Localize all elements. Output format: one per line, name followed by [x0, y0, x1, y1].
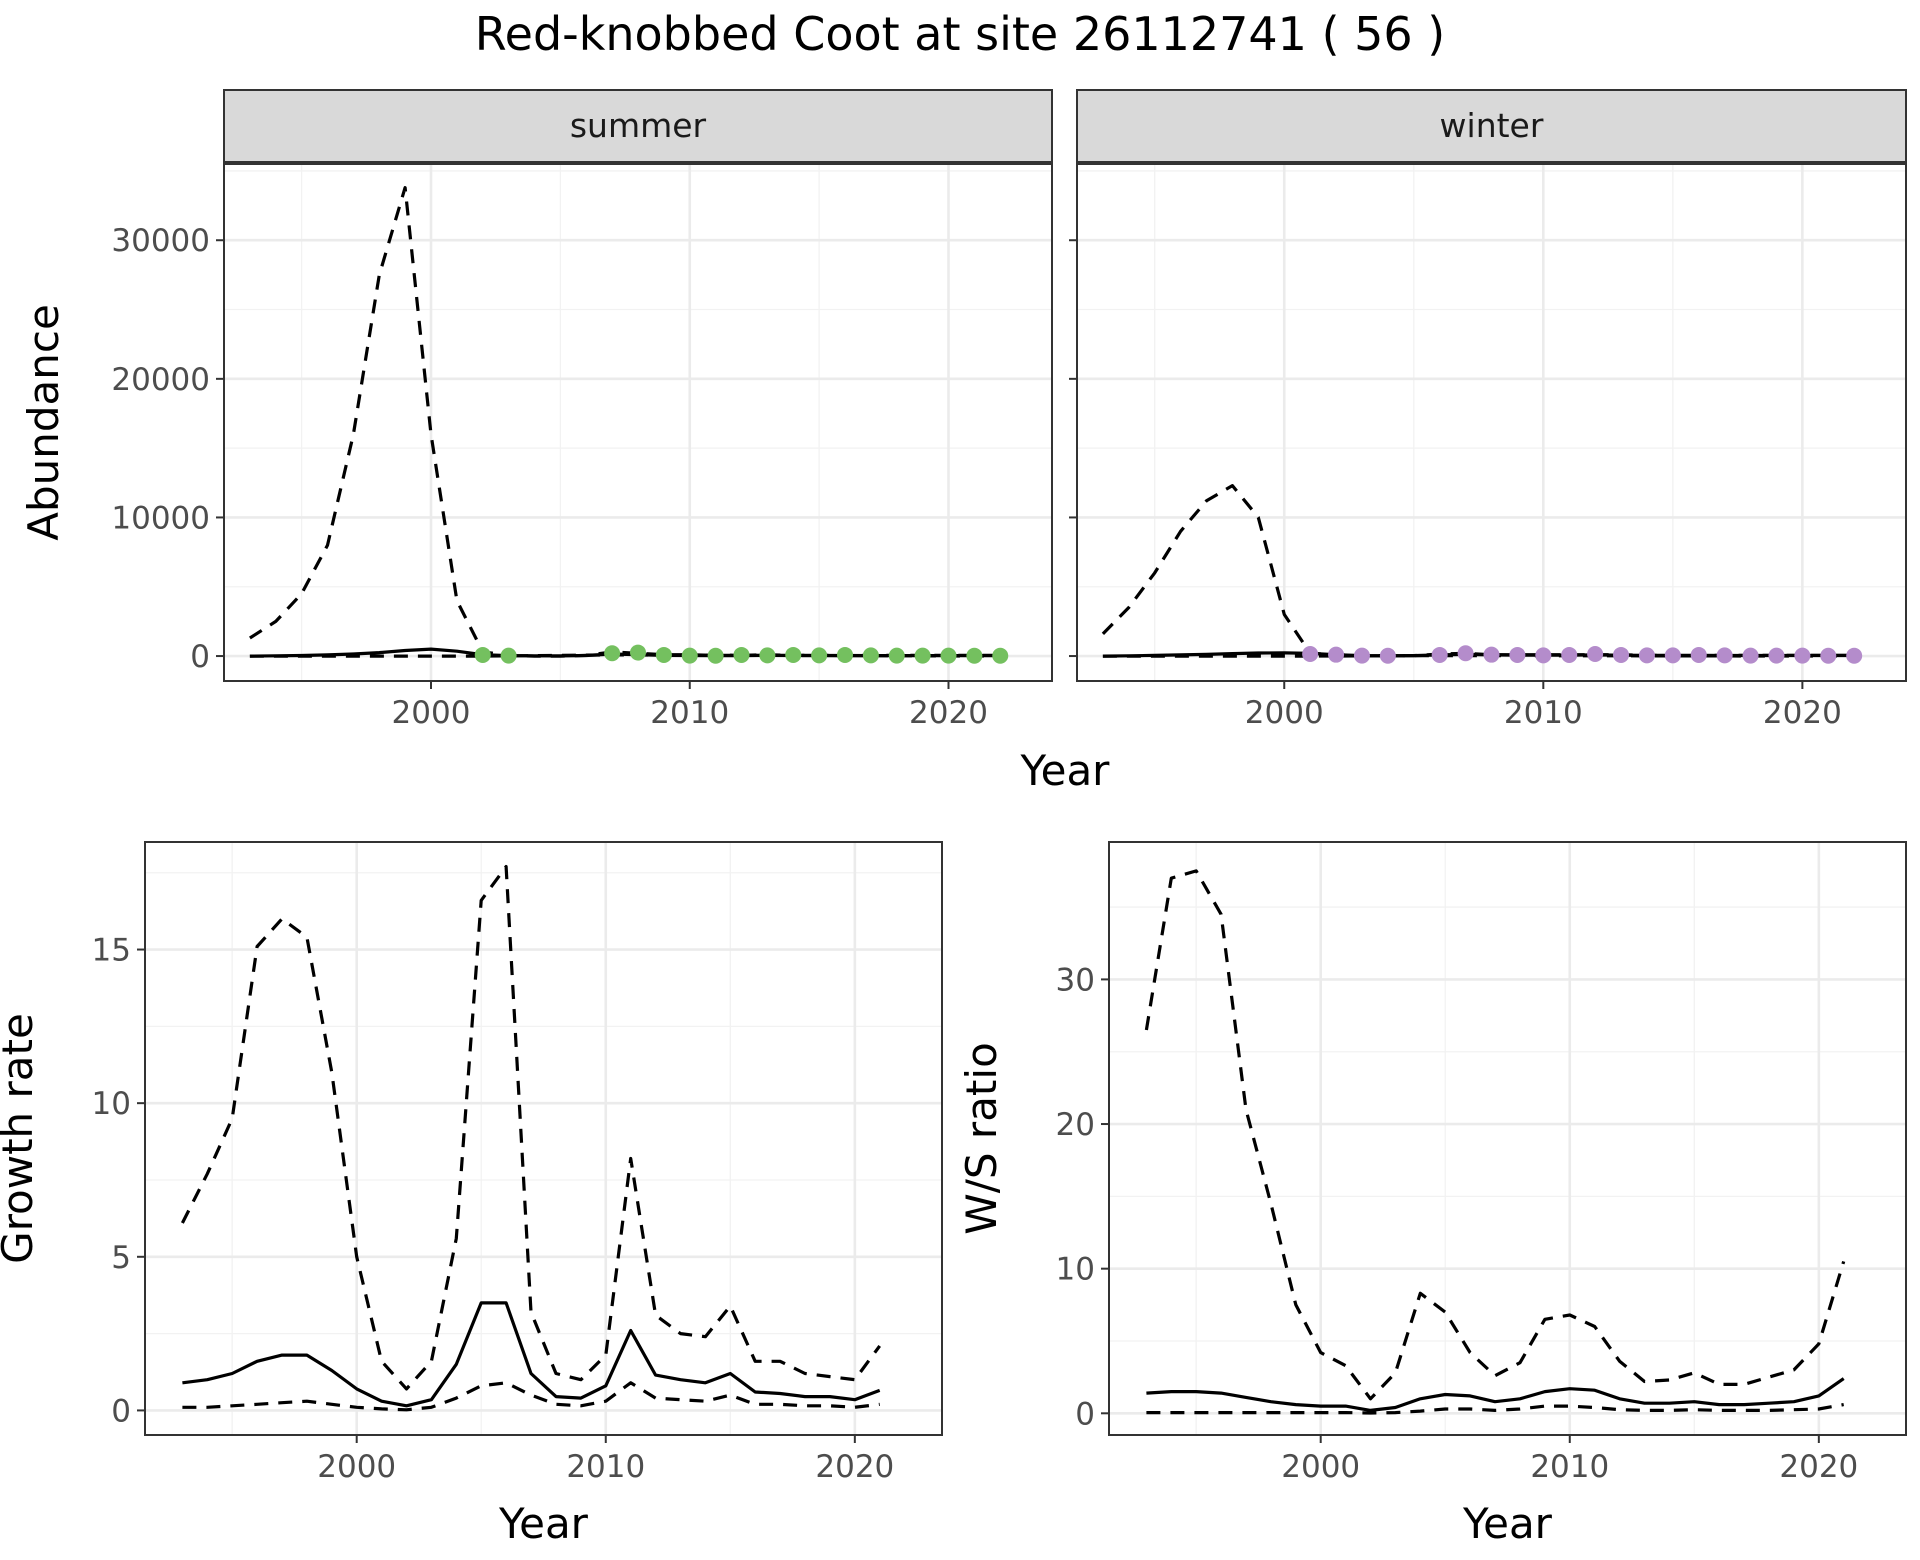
y-tick-label: 10000	[111, 500, 210, 536]
growth-rate-series-group	[180, 865, 881, 1412]
abundance-summer-data-point	[888, 647, 905, 664]
abundance-winter-series-group	[1101, 484, 1863, 664]
facet-strip-label: summer	[570, 106, 707, 145]
abundance-summer-data-point	[862, 647, 879, 664]
abundance-summer-data-point	[630, 644, 646, 661]
abundance-winter-data-point	[1820, 647, 1837, 664]
abundance-summer-data-point	[681, 647, 698, 664]
y-tick-label: 10	[92, 1086, 131, 1122]
x-tick-label: 2010	[1504, 695, 1583, 731]
abundance-winter-data-point	[1483, 646, 1500, 663]
y-tick-label: 20000	[111, 362, 210, 398]
y-tick-label: 0	[1075, 1396, 1095, 1432]
abundance-winter-data-point	[1302, 645, 1319, 662]
x-axis-title: Year	[498, 1499, 589, 1548]
abundance-summer-data-point	[966, 647, 983, 664]
figure-title: Red-knobbed Coot at site 26112741 ( 56 )	[475, 7, 1446, 61]
x-axis-title: Year	[1462, 1499, 1553, 1548]
x-tick-label: 2020	[909, 695, 988, 731]
abundance-winter-panel: winter 2000 2010 2020	[1069, 89, 1907, 731]
abundance-winter-data-point	[1846, 647, 1863, 664]
growth-rate-series-line-1	[182, 1301, 881, 1408]
abundance-summer-data-point	[604, 645, 621, 662]
abundance-winter-series-line-2	[1102, 654, 1855, 658]
y-tick-label: 30000	[111, 223, 210, 259]
abundance-summer-panel: summer 2000 2010 2020 0 10000 20000 30000 Abunda…	[19, 89, 1053, 731]
y-tick-label: 15	[92, 933, 131, 969]
y-tick-label: 5	[111, 1240, 131, 1276]
abundance-summer-data-point	[759, 647, 776, 664]
x-tick-label: 2000	[317, 1449, 396, 1485]
abundance-winter-background	[1077, 164, 1906, 681]
y-tick-label: 0	[190, 639, 210, 675]
abundance-summer-data-point	[914, 647, 931, 664]
abundance-winter-data-point	[1742, 647, 1759, 664]
y-axis-title: Growth rate	[0, 1013, 42, 1264]
x-axis-title-top: Year	[1020, 746, 1111, 795]
x-tick-label: 2000	[1281, 1449, 1360, 1485]
abundance-summer-data-point	[940, 647, 957, 664]
abundance-winter-data-point	[1561, 646, 1578, 663]
abundance-winter-data-point	[1794, 647, 1811, 664]
x-tick-label: 2010	[1530, 1449, 1609, 1485]
abundance-winter-data-point	[1431, 646, 1448, 663]
y-axis-title: W/S ratio	[957, 1042, 1006, 1235]
x-tick-label: 2000	[1245, 695, 1324, 731]
abundance-winter-border	[1076, 163, 1907, 682]
ws-ratio-series-line-2	[1146, 1403, 1844, 1415]
y-tick-label: 20	[1056, 1107, 1095, 1143]
abundance-winter-data-point	[1690, 646, 1707, 663]
abundance-winter-data-point	[1509, 646, 1526, 663]
ws-ratio-panel: 2000 2010 2020 0 10 20 30 W/S ratio Year	[957, 841, 1907, 1548]
ws-ratio-border	[1108, 841, 1907, 1436]
ws-ratio-series-line-1	[1146, 1377, 1845, 1412]
growth-rate-series-line-0	[180, 865, 881, 1391]
x-tick-label: 2020	[815, 1449, 894, 1485]
growth-rate-border	[144, 841, 943, 1436]
y-tick-label: 30	[1056, 962, 1095, 998]
x-tick-label: 2000	[392, 695, 471, 731]
abundance-winter-data-point	[1379, 647, 1396, 664]
abundance-summer-data-point	[655, 646, 672, 663]
facet-strip-winter	[1076, 89, 1907, 163]
abundance-summer-series-group	[249, 186, 1009, 664]
abundance-winter-data-point	[1768, 647, 1785, 664]
abundance-winter-data-point	[1353, 647, 1370, 664]
abundance-summer-data-point	[707, 647, 724, 664]
abundance-summer-data-point	[837, 646, 853, 663]
abundance-winter-data-point	[1328, 646, 1345, 663]
abundance-summer-data-point	[811, 647, 828, 664]
abundance-winter-data-point	[1664, 647, 1681, 664]
y-axis-title: Abundance	[19, 304, 68, 541]
x-tick-label: 2020	[1763, 695, 1842, 731]
abundance-summer-data-point	[733, 646, 750, 663]
facet-strip-summer	[223, 89, 1053, 163]
abundance-summer-border	[223, 163, 1053, 682]
y-tick-label: 0	[111, 1393, 131, 1429]
abundance-summer-data-point	[785, 646, 802, 663]
abundance-winter-data-point	[1535, 647, 1552, 664]
abundance-summer-data-point	[500, 647, 517, 664]
ws-ratio-series-group	[1144, 869, 1846, 1415]
growth-rate-series-line-2	[182, 1381, 880, 1412]
x-tick-label: 2010	[566, 1449, 645, 1485]
abundance-summer-data-point	[992, 647, 1009, 664]
growth-rate-panel: 2000 2010 2020 0 5 10 15 Growth rate Year	[0, 841, 943, 1548]
abundance-summer-background	[224, 164, 1052, 681]
abundance-winter-data-point	[1638, 647, 1655, 664]
abundance-winter-data-point	[1613, 646, 1630, 663]
growth-rate-background	[145, 842, 942, 1435]
facet-strip-label: winter	[1440, 106, 1544, 145]
abundance-winter-data-point	[1587, 645, 1604, 662]
ws-ratio-background	[1109, 842, 1906, 1435]
x-tick-label: 2020	[1779, 1449, 1858, 1485]
x-tick-label: 2010	[650, 695, 729, 731]
abundance-winter-data-point	[1716, 647, 1733, 664]
y-tick-label: 10	[1056, 1252, 1095, 1288]
abundance-summer-data-point	[474, 646, 491, 663]
ws-ratio-series-line-0	[1144, 869, 1846, 1401]
abundance-winter-data-point	[1457, 645, 1474, 662]
